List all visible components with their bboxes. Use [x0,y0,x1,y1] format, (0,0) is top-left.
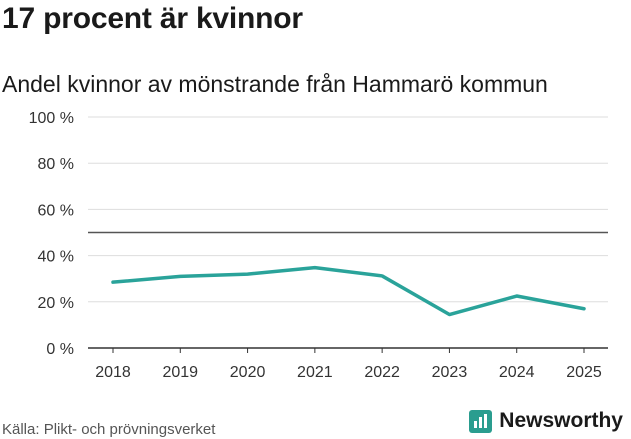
y-tick-label: 100 % [29,110,74,127]
brand-name: Newsworthy [499,409,623,432]
x-tick-label: 2021 [297,364,333,381]
x-tick-label: 2023 [432,364,468,381]
x-tick-label: 2019 [162,364,198,381]
x-tick-label: 2025 [566,364,602,381]
y-tick-label: 80 % [38,156,74,173]
x-tick-label: 2020 [230,364,266,381]
series-line [111,265,586,317]
line-chart: 0 % 20 % 40 % 60 % 80 % 100 % 2018 2019 2020 202… [29,110,608,381]
gridlines [88,116,608,303]
brand-logo: Newsworthy [469,409,623,433]
y-tick-label: 20 % [38,295,74,312]
x-tick-label: 2024 [499,364,535,381]
y-axis: 0 % 20 % 40 % 60 % 80 % 100 % [29,110,74,358]
y-tick-label: 40 % [38,249,74,266]
series-group [111,265,586,317]
x-tick-label: 2022 [364,364,400,381]
x-axis: 2018 2019 2020 2021 2022 2023 2024 2025 [88,347,608,381]
y-tick-label: 0 % [46,341,74,358]
chart-title: 17 procent är kvinnor [2,2,303,35]
y-tick-label: 60 % [38,202,74,219]
newsworthy-logo-icon [469,409,493,433]
chart-subtitle: Andel kvinnor av mönstrande från Hammarö… [2,71,548,97]
x-tick-label: 2018 [95,364,131,381]
source-note: Källa: Plikt- och prövningsverket [2,421,216,438]
